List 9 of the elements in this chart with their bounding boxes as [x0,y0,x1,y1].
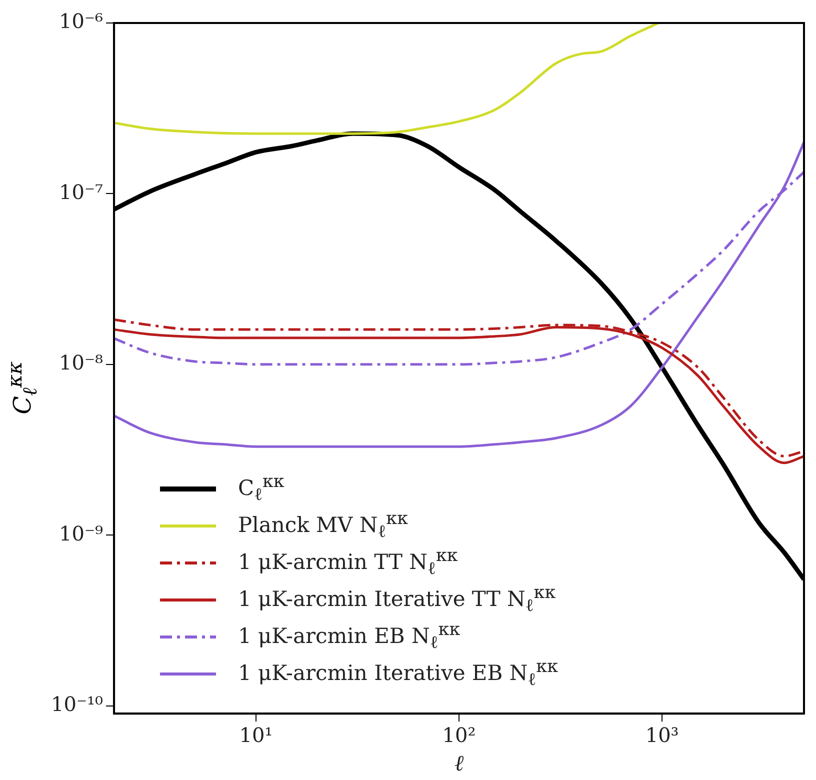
y-tick-label: 10⁻⁶ [59,9,104,34]
x-tick-label: 10² [442,722,476,747]
x-tick-label: 10³ [645,722,679,747]
x-axis-title: ℓ [454,752,464,777]
y-tick-label: 10⁻¹⁰ [50,692,104,716]
y-tick-label: 10⁻⁹ [59,521,104,546]
y-tick-label: 10⁻⁷ [59,180,104,204]
y-tick-label: 10⁻⁸ [59,350,104,375]
x-tick-label: 10¹ [239,722,273,747]
